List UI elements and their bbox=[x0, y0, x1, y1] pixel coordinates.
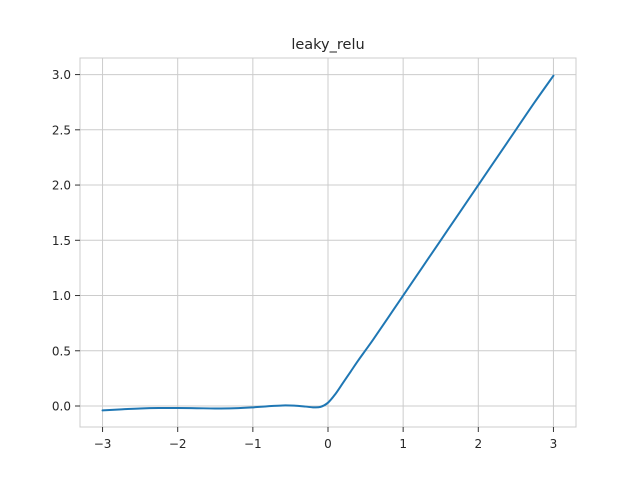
y-axis: 0.0 0.5 1.0 1.5 2.0 2.5 3.0 bbox=[52, 68, 80, 414]
y-tick-label: 1.5 bbox=[52, 234, 71, 248]
y-tick-label: 0.5 bbox=[52, 344, 71, 358]
x-tick-label: 2 bbox=[474, 437, 482, 451]
chart-title: leaky_relu bbox=[291, 37, 364, 53]
grid bbox=[80, 58, 576, 427]
x-tick-label: 0 bbox=[324, 437, 332, 451]
x-tick-label: 3 bbox=[550, 437, 558, 451]
x-tick-label: −1 bbox=[244, 437, 262, 451]
x-axis: −3 −2 −1 0 1 2 3 bbox=[94, 427, 558, 451]
x-tick-label: −3 bbox=[94, 437, 112, 451]
y-tick-label: 2.5 bbox=[52, 123, 71, 137]
x-tick-label: 1 bbox=[399, 437, 407, 451]
y-tick-label: 1.0 bbox=[52, 289, 71, 303]
x-tick-label: −2 bbox=[169, 437, 187, 451]
y-tick-label: 0.0 bbox=[52, 400, 71, 414]
series-line bbox=[101, 74, 555, 412]
y-tick-label: 2.0 bbox=[52, 179, 71, 193]
series-group bbox=[101, 74, 555, 412]
y-tick-label: 3.0 bbox=[52, 68, 71, 82]
